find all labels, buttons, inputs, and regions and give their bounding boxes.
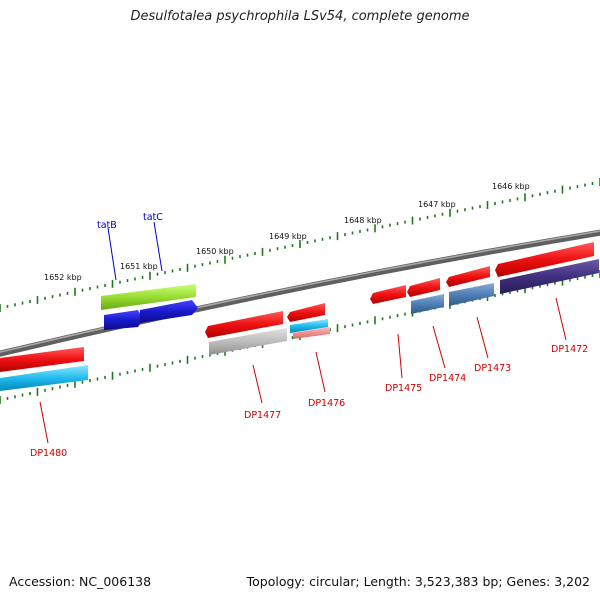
gene-label: DP1476 [308,398,345,409]
genome-backbone-highlight [0,230,600,353]
gene-DP1473[interactable]: DP1473 [446,266,511,374]
gene-arrow [290,319,328,333]
scale-label: 1648 kbp [344,216,382,225]
gene-arrow [449,283,494,306]
genome-backbone [0,229,600,357]
scale-label: 1650 kbp [196,247,234,256]
scale-label: 1647 kbp [418,200,456,209]
gene-arrow [104,310,143,330]
gene-DP1476[interactable]: DP1476 [287,303,345,409]
gene-arrow [411,294,444,314]
label-connector [107,227,117,281]
gene-tatC[interactable]: tatC [104,212,198,330]
gene-arrow [205,311,283,338]
gene-arrow [140,300,198,323]
label-connector [397,333,403,379]
gene-DP1474[interactable]: DP1474 [407,278,466,384]
gene-label: DP1480 [30,448,67,459]
gene-label: DP1472 [551,344,588,355]
gene-arrow [495,242,594,277]
gene-label: tatC [143,212,163,223]
gene-arrow [407,278,440,297]
gene-tatB[interactable]: tatB [97,220,196,310]
label-connector [315,351,326,393]
gene-DP1477[interactable]: DP1477 [205,311,287,421]
scale-label: 1652 kbp [44,273,82,282]
gene-arrow [293,327,330,339]
gene-label: DP1475 [385,383,422,394]
topology-text: Topology: circular; Length: 3,523,383 bp… [246,574,590,589]
map-title: Desulfotalea psychrophila LSv54, complet… [130,9,470,24]
scale-label: 1649 kbp [269,232,307,241]
gene-label: DP1477 [244,410,281,421]
label-connector [252,364,263,404]
label-connector [555,297,567,341]
gene-arrow [0,347,84,372]
scale-label: 1646 kbp [492,182,530,191]
gene-DP1472[interactable]: DP1472 [495,242,599,355]
gene-arrow [500,259,599,294]
label-connector [39,401,49,444]
label-connector [153,221,163,272]
gene-arrow [446,266,490,287]
gene-label: DP1473 [474,363,511,374]
gene-arrow [101,284,196,310]
gene-label: tatB [97,220,117,231]
gene-label: DP1474 [429,373,466,384]
label-connector [432,325,446,369]
gene-DP1480[interactable]: DP1480 [0,347,88,459]
outer-scale-track [0,178,600,312]
label-connector [476,316,489,359]
accession-text: Accession: NC_006138 [9,574,152,589]
gene-arrow [209,328,287,355]
scale-labels: 1652 kbp 1651 kbp 1650 kbp 1649 kbp 1648… [44,182,530,282]
gene-arrow [287,303,325,322]
scale-label: 1651 kbp [120,262,158,271]
gene-arrow [0,365,88,391]
gene-DP1475[interactable]: DP1475 [370,285,422,394]
gene-arrow [370,285,406,304]
